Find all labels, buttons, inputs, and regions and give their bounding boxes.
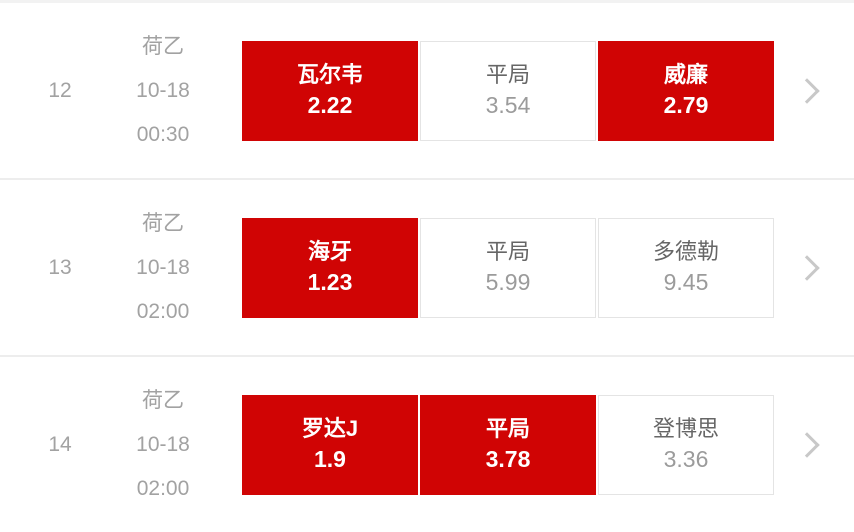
odds-button-home[interactable]: 瓦尔韦 2.22 <box>242 40 418 141</box>
odds-label: 平局 <box>485 239 530 264</box>
match-date: 10-18 <box>136 255 190 279</box>
chevron-right-icon <box>794 77 820 104</box>
match-meta: 荷乙 10-18 00:30 <box>120 25 206 157</box>
league-name: 荷乙 <box>142 388 184 412</box>
odds-value: 3.78 <box>485 446 531 472</box>
match-meta: 荷乙 10-18 02:00 <box>120 379 206 511</box>
match-number: 14 <box>48 432 72 456</box>
match-row: 14 荷乙 10-18 02:00 罗达J 1.9 平局 3.78 登博思 3.… <box>0 357 854 532</box>
odds-value: 2.22 <box>307 92 353 118</box>
match-row: 13 荷乙 10-18 02:00 海牙 1.23 平局 5.99 多德勒 9.… <box>0 180 854 355</box>
odds-group: 瓦尔韦 2.22 平局 3.54 威廉 2.79 <box>242 40 774 141</box>
odds-group: 罗达J 1.9 平局 3.78 登博思 3.36 <box>242 394 774 495</box>
odds-label: 登博思 <box>652 416 719 441</box>
odds-label: 威廉 <box>663 62 708 87</box>
row-divider <box>0 178 854 180</box>
match-detail-link[interactable] <box>774 431 854 458</box>
odds-value: 3.36 <box>663 446 709 472</box>
odds-label: 海牙 <box>307 239 352 264</box>
chevron-right-icon <box>794 431 820 458</box>
odds-button-away[interactable]: 登博思 3.36 <box>598 394 774 495</box>
odds-button-away[interactable]: 威廉 2.79 <box>598 40 774 141</box>
odds-button-draw[interactable]: 平局 3.54 <box>420 40 596 141</box>
chevron-right-icon <box>794 254 820 281</box>
match-number: 12 <box>48 78 72 102</box>
league-name: 荷乙 <box>142 34 184 58</box>
odds-group: 海牙 1.23 平局 5.99 多德勒 9.45 <box>242 217 774 318</box>
match-row: 12 荷乙 10-18 00:30 瓦尔韦 2.22 平局 3.54 威廉 2.… <box>0 3 854 178</box>
match-date: 10-18 <box>136 432 190 456</box>
match-meta: 荷乙 10-18 02:00 <box>120 202 206 334</box>
odds-button-away[interactable]: 多德勒 9.45 <box>598 217 774 318</box>
top-divider <box>0 0 854 3</box>
odds-value: 1.23 <box>307 269 353 295</box>
odds-button-home[interactable]: 罗达J 1.9 <box>242 394 418 495</box>
match-time: 02:00 <box>136 476 190 500</box>
odds-label: 平局 <box>485 62 530 87</box>
match-number: 13 <box>48 255 72 279</box>
match-time: 00:30 <box>136 122 190 146</box>
odds-label: 罗达J <box>301 416 359 441</box>
odds-button-home[interactable]: 海牙 1.23 <box>242 217 418 318</box>
odds-button-draw[interactable]: 平局 3.78 <box>420 394 596 495</box>
odds-value: 9.45 <box>663 269 709 295</box>
match-time: 02:00 <box>136 299 190 323</box>
match-date: 10-18 <box>136 78 190 102</box>
odds-label: 瓦尔韦 <box>296 62 363 87</box>
odds-button-draw[interactable]: 平局 5.99 <box>420 217 596 318</box>
odds-label: 平局 <box>485 416 530 441</box>
odds-value: 5.99 <box>485 269 531 295</box>
odds-value: 2.79 <box>663 92 709 118</box>
odds-value: 1.9 <box>314 446 346 472</box>
row-divider <box>0 355 854 357</box>
match-detail-link[interactable] <box>774 254 854 281</box>
odds-value: 3.54 <box>485 92 531 118</box>
league-name: 荷乙 <box>142 211 184 235</box>
match-detail-link[interactable] <box>774 77 854 104</box>
odds-label: 多德勒 <box>652 239 719 264</box>
